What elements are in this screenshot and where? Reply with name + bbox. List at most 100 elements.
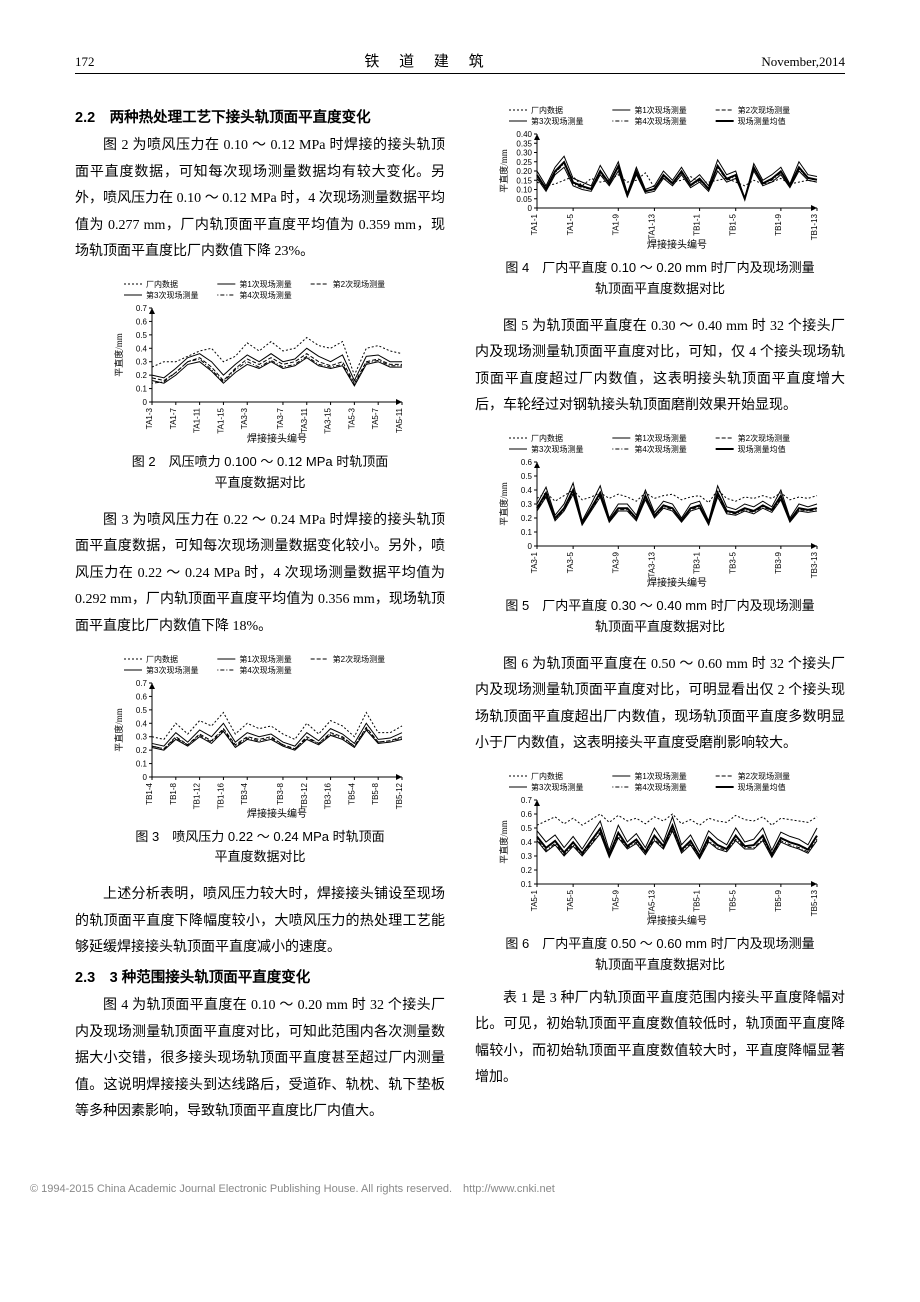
figure-2-caption: 图 2 风压喷力 0.100 ～ 0.12 MPa 时轨顶面 平直度数据对比 xyxy=(75,452,445,494)
svg-text:0.6: 0.6 xyxy=(521,810,533,819)
figure-5: 厂内数据第1次现场测量第2次现场测量第3次现场测量第4次现场测量现场测量均值00… xyxy=(475,430,845,590)
svg-text:0.6: 0.6 xyxy=(521,458,533,467)
svg-text:0.6: 0.6 xyxy=(136,317,148,326)
section-2-3-p3: 图 6 为轨顶面平直度在 0.50 ～ 0.60 mm 时 32 个接头厂内及现… xyxy=(475,652,845,758)
svg-text:0.2: 0.2 xyxy=(136,371,148,380)
svg-text:第3次现场测量: 第3次现场测量 xyxy=(531,116,583,126)
svg-text:第2次现场测量: 第2次现场测量 xyxy=(738,771,790,781)
issue-date: November,2014 xyxy=(761,54,845,70)
svg-text:TA3-3: TA3-3 xyxy=(240,407,249,429)
figure-2-caption-l2: 平直度数据对比 xyxy=(214,475,305,490)
svg-text:0.5: 0.5 xyxy=(136,705,148,714)
svg-text:TA5-3: TA5-3 xyxy=(347,407,356,429)
svg-text:TB3-9: TB3-9 xyxy=(774,551,783,573)
figure-5-caption-l1: 图 5 厂内平直度 0.30 ～ 0.40 mm 时厂内及现场测量 xyxy=(505,598,814,613)
svg-text:焊接接头编号: 焊接接头编号 xyxy=(247,432,307,445)
section-2-3-p2: 图 5 为轨顶面平直度在 0.30 ～ 0.40 mm 时 32 个接头厂内及现… xyxy=(475,314,845,420)
svg-text:焊接接头编号: 焊接接头编号 xyxy=(247,807,307,820)
svg-text:TA5-5: TA5-5 xyxy=(566,889,575,911)
figure-5-caption-l2: 轨顶面平直度数据对比 xyxy=(595,619,725,634)
svg-text:0.7: 0.7 xyxy=(136,304,148,313)
svg-text:TA5-9: TA5-9 xyxy=(611,889,620,911)
svg-text:0: 0 xyxy=(528,204,533,213)
svg-text:0.4: 0.4 xyxy=(521,486,533,495)
svg-text:TA3-9: TA3-9 xyxy=(611,551,620,573)
section-2-3-p1: 图 4 为轨顶面平直度在 0.10 ～ 0.20 mm 时 32 个接头厂内及现… xyxy=(75,993,445,1126)
svg-text:0.3: 0.3 xyxy=(136,732,148,741)
svg-text:0.25: 0.25 xyxy=(516,158,532,167)
figure-5-caption: 图 5 厂内平直度 0.30 ～ 0.40 mm 时厂内及现场测量 轨顶面平直度… xyxy=(475,596,845,638)
svg-text:0: 0 xyxy=(143,773,148,782)
svg-text:第2次现场测量: 第2次现场测量 xyxy=(738,433,790,443)
svg-text:TB5-12: TB5-12 xyxy=(395,782,404,809)
figure-6-caption: 图 6 厂内平直度 0.50 ～ 0.60 mm 时厂内及现场测量 轨顶面平直度… xyxy=(475,934,845,976)
svg-text:TA3-7: TA3-7 xyxy=(276,407,285,429)
svg-text:TA3-15: TA3-15 xyxy=(324,407,333,433)
svg-text:TA5-1: TA5-1 xyxy=(530,889,539,911)
svg-text:0.35: 0.35 xyxy=(516,139,532,148)
figure-2: 厂内数据第1次现场测量第2次现场测量第3次现场测量第4次现场测量00.10.20… xyxy=(75,276,445,446)
figure-4-caption-l2: 轨顶面平直度数据对比 xyxy=(595,281,725,296)
section-2-3-title: 2.3 3 种范围接头轨顶面平直度变化 xyxy=(75,966,445,987)
svg-text:0.15: 0.15 xyxy=(516,176,532,185)
svg-text:TA3-13: TA3-13 xyxy=(647,551,656,577)
svg-text:第1次现场测量: 第1次现场测量 xyxy=(634,105,686,115)
svg-text:TA1-5: TA1-5 xyxy=(566,213,575,235)
svg-text:第4次现场测量: 第4次现场测量 xyxy=(634,444,686,454)
svg-text:第4次现场测量: 第4次现场测量 xyxy=(634,116,686,126)
svg-text:TA1-7: TA1-7 xyxy=(169,407,178,429)
svg-text:TB5-4: TB5-4 xyxy=(347,782,356,804)
svg-text:0.4: 0.4 xyxy=(136,344,148,353)
section-2-3-p4: 表 1 是 3 种厂内轨顶面平直度范围内接头平直度降幅对比。可见，初始轨顶面平直… xyxy=(475,986,845,1092)
svg-text:0.40: 0.40 xyxy=(516,130,532,139)
svg-text:0.1: 0.1 xyxy=(521,528,533,537)
figure-4-caption-l1: 图 4 厂内平直度 0.10 ～ 0.20 mm 时厂内及现场测量 xyxy=(505,260,814,275)
svg-text:TB3-5: TB3-5 xyxy=(729,551,738,573)
svg-text:第3次现场测量: 第3次现场测量 xyxy=(146,290,198,300)
svg-text:TB1-12: TB1-12 xyxy=(193,782,202,809)
figure-6-caption-l1: 图 6 厂内平直度 0.50 ～ 0.60 mm 时厂内及现场测量 xyxy=(505,936,814,951)
svg-text:第4次现场测量: 第4次现场测量 xyxy=(239,665,291,675)
figure-2-caption-l1: 图 2 风压喷力 0.100 ～ 0.12 MPa 时轨顶面 xyxy=(132,454,388,469)
svg-text:厂内数据: 厂内数据 xyxy=(146,654,178,664)
figure-6-caption-l2: 轨顶面平直度数据对比 xyxy=(595,957,725,972)
svg-text:TA1-15: TA1-15 xyxy=(216,407,225,433)
svg-text:0.1: 0.1 xyxy=(136,759,148,768)
svg-text:厂内数据: 厂内数据 xyxy=(531,105,563,115)
svg-text:0: 0 xyxy=(528,542,533,551)
section-2-2-p1: 图 2 为喷风压力在 0.10 ～ 0.12 MPa 时焊接的接头轨顶面平直度数… xyxy=(75,133,445,266)
svg-text:0.1: 0.1 xyxy=(521,880,533,889)
svg-text:焊接接头编号: 焊接接头编号 xyxy=(647,576,707,589)
svg-text:0.5: 0.5 xyxy=(521,824,533,833)
section-2-2-title: 2.2 两种热处理工艺下接头轨顶面平直度变化 xyxy=(75,106,445,127)
svg-text:现场测量均值: 现场测量均值 xyxy=(738,116,786,126)
svg-text:0.3: 0.3 xyxy=(521,852,533,861)
svg-text:平直度/mm: 平直度/mm xyxy=(498,820,509,864)
svg-text:现场测量均值: 现场测量均值 xyxy=(738,444,786,454)
section-2-2-p3: 上述分析表明，喷风压力较大时，焊接接头铺设至现场的轨顶面平直度下降幅度较小，大喷… xyxy=(75,882,445,962)
svg-text:第2次现场测量: 第2次现场测量 xyxy=(738,105,790,115)
figure-3: 厂内数据第1次现场测量第2次现场测量第3次现场测量第4次现场测量00.10.20… xyxy=(75,651,445,821)
right-column: 厂内数据第1次现场测量第2次现场测量第3次现场测量第4次现场测量现场测量均值00… xyxy=(475,102,845,1126)
svg-text:TA5-7: TA5-7 xyxy=(371,407,380,429)
svg-text:TB3-16: TB3-16 xyxy=(324,782,333,809)
svg-text:第2次现场测量: 第2次现场测量 xyxy=(333,654,385,664)
svg-text:0.6: 0.6 xyxy=(136,692,148,701)
svg-text:第1次现场测量: 第1次现场测量 xyxy=(239,279,291,289)
svg-text:TB3-12: TB3-12 xyxy=(300,782,309,809)
figure-3-caption-l1: 图 3 喷风压力 0.22 ～ 0.24 MPa 时轨顶面 xyxy=(135,829,384,844)
svg-text:厂内数据: 厂内数据 xyxy=(531,771,563,781)
svg-text:平直度/mm: 平直度/mm xyxy=(498,482,509,526)
svg-text:TB3-1: TB3-1 xyxy=(693,551,702,573)
svg-text:第3次现场测量: 第3次现场测量 xyxy=(531,782,583,792)
svg-text:0.10: 0.10 xyxy=(516,186,532,195)
figure-6: 厂内数据第1次现场测量第2次现场测量第3次现场测量第4次现场测量现场测量均值0.… xyxy=(475,768,845,928)
svg-text:焊接接头编号: 焊接接头编号 xyxy=(647,238,707,251)
page-footer: © 1994-2015 China Academic Journal Elect… xyxy=(0,1166,920,1210)
svg-text:TA3-5: TA3-5 xyxy=(566,551,575,573)
svg-text:0.3: 0.3 xyxy=(136,358,148,367)
svg-text:TA1-3: TA1-3 xyxy=(145,407,154,429)
svg-text:第4次现场测量: 第4次现场测量 xyxy=(634,782,686,792)
svg-text:第1次现场测量: 第1次现场测量 xyxy=(634,433,686,443)
figure-3-caption-l2: 平直度数据对比 xyxy=(214,849,305,864)
